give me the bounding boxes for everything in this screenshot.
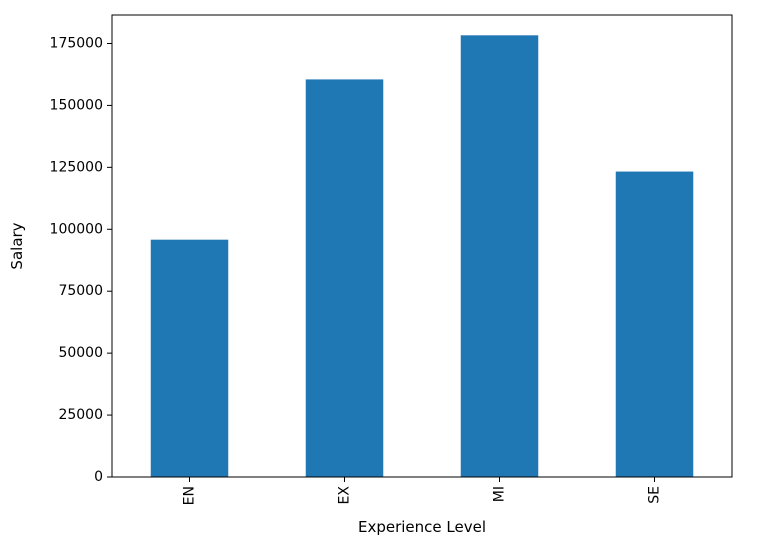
y-tick-label: 25000 <box>58 407 103 423</box>
x-tick-label-en: EN <box>182 486 198 505</box>
bars-layer <box>150 35 694 478</box>
x-tick-label-ex: EX <box>337 486 353 505</box>
x-tick-label-se: SE <box>647 486 663 504</box>
x-tick-label-mi: MI <box>492 486 508 502</box>
x-axis: EN EX MI SE <box>182 477 663 505</box>
y-tick-label: 175000 <box>50 35 103 51</box>
y-axis-label: Salary <box>8 222 26 269</box>
bar-mi <box>460 35 539 477</box>
plot-frame <box>111 14 733 478</box>
bar-ex <box>305 79 384 478</box>
y-tick-label: 150000 <box>50 97 103 113</box>
y-tick-label: 125000 <box>50 159 103 175</box>
y-tick-label: 50000 <box>58 345 103 361</box>
x-axis-label: Experience Level <box>358 518 486 536</box>
bar-en <box>150 239 229 477</box>
bar-se <box>615 171 694 477</box>
y-tick-label: 75000 <box>58 283 103 299</box>
y-tick-label: 100000 <box>50 221 103 237</box>
y-axis: 0 25000 50000 75000 100000 125000 150000 175000 <box>50 35 112 485</box>
y-tick-label: 0 <box>94 469 103 485</box>
